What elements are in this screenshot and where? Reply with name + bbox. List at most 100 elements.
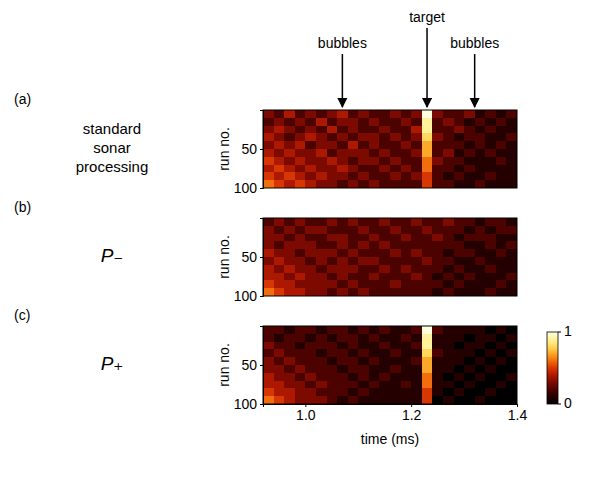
cell — [506, 180, 517, 188]
cell — [443, 126, 454, 134]
cell — [422, 141, 433, 149]
heatmap-cells — [263, 326, 517, 404]
cell — [464, 218, 475, 226]
cell — [506, 257, 517, 265]
cell — [432, 249, 443, 257]
cell — [369, 157, 380, 165]
cell — [401, 165, 412, 173]
cell — [496, 118, 507, 126]
cell — [337, 288, 348, 296]
cell — [475, 110, 486, 118]
cell — [369, 365, 380, 373]
cell — [316, 172, 327, 180]
colorbar-tick-label: 0 — [564, 395, 572, 411]
cell — [305, 249, 316, 257]
cell — [411, 226, 422, 234]
cell — [284, 110, 295, 118]
cell — [390, 365, 401, 373]
cell — [295, 326, 306, 334]
cell — [337, 249, 348, 257]
cell — [369, 241, 380, 249]
cell — [443, 342, 454, 350]
cell — [401, 118, 412, 126]
cell — [411, 388, 422, 396]
cell — [327, 110, 338, 118]
cell — [358, 172, 369, 180]
cell — [337, 149, 348, 157]
cell — [379, 334, 390, 342]
cell — [496, 172, 507, 180]
cell — [369, 172, 380, 180]
cell — [358, 118, 369, 126]
row-title: P₊ — [101, 353, 124, 374]
cell — [284, 334, 295, 342]
cell — [443, 141, 454, 149]
cell — [401, 241, 412, 249]
x-tick: 1.2 — [402, 404, 422, 423]
cell — [422, 365, 433, 373]
cell — [316, 373, 327, 381]
cell — [358, 133, 369, 141]
cell — [475, 226, 486, 234]
cell — [379, 288, 390, 296]
cell — [327, 342, 338, 350]
cell — [337, 226, 348, 234]
cell — [263, 326, 274, 334]
cell — [506, 373, 517, 381]
cell — [284, 218, 295, 226]
cell — [274, 149, 285, 157]
panel-letter: (c) — [14, 307, 30, 323]
cell — [295, 396, 306, 404]
cell — [454, 326, 465, 334]
cell — [506, 342, 517, 350]
cell — [443, 172, 454, 180]
cell — [506, 273, 517, 281]
cell — [464, 265, 475, 273]
cell — [263, 373, 274, 381]
cell — [274, 381, 285, 389]
cell — [443, 334, 454, 342]
cell — [506, 326, 517, 334]
cell — [337, 273, 348, 281]
cell — [432, 365, 443, 373]
cell — [443, 133, 454, 141]
x-axis-title: time (ms) — [361, 431, 419, 447]
cell — [464, 241, 475, 249]
cell — [358, 110, 369, 118]
cell — [274, 157, 285, 165]
cell — [369, 388, 380, 396]
cell — [390, 218, 401, 226]
annotation-arrow — [342, 54, 344, 107]
cell — [337, 133, 348, 141]
cell — [316, 157, 327, 165]
cell — [432, 334, 443, 342]
cell — [422, 265, 433, 273]
cell — [422, 273, 433, 281]
cell — [263, 265, 274, 273]
cell — [263, 141, 274, 149]
y-axis: 50100 — [234, 111, 264, 196]
cell — [485, 249, 496, 257]
cell — [295, 265, 306, 273]
annotation: target — [409, 9, 445, 25]
cell — [284, 349, 295, 357]
cell — [390, 249, 401, 257]
cell — [390, 165, 401, 173]
cell — [305, 349, 316, 357]
y-axis: 50100 — [234, 219, 264, 304]
cell — [337, 349, 348, 357]
cell — [506, 365, 517, 373]
cell — [496, 349, 507, 357]
y-tick: 100 — [234, 396, 263, 412]
y-tick: 50 — [241, 357, 263, 373]
cell — [496, 342, 507, 350]
cell — [284, 141, 295, 149]
cell — [464, 165, 475, 173]
y-tick-label: 100 — [234, 180, 258, 196]
cell — [284, 381, 295, 389]
row-title: P₋ — [101, 245, 124, 266]
cell — [422, 288, 433, 296]
cell — [316, 249, 327, 257]
cell — [316, 110, 327, 118]
cell — [274, 126, 285, 134]
